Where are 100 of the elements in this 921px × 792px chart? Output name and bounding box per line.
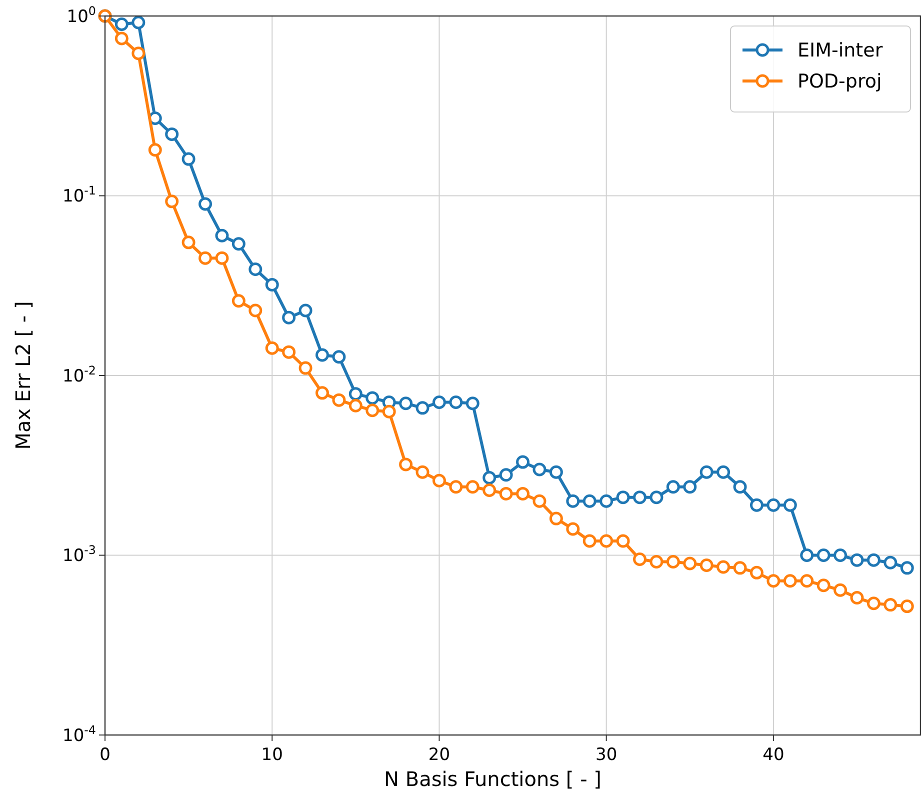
point <box>666 480 680 494</box>
point <box>315 348 329 362</box>
point <box>182 152 196 166</box>
point <box>900 561 914 575</box>
x-tick-label: 0 <box>100 745 110 765</box>
point <box>850 591 864 605</box>
point <box>616 490 630 504</box>
point <box>182 236 196 250</box>
point <box>348 387 362 401</box>
point <box>549 512 563 526</box>
point <box>132 16 146 30</box>
point <box>114 32 128 46</box>
point <box>432 395 446 409</box>
point <box>750 566 764 580</box>
point <box>866 553 880 567</box>
point <box>700 465 714 479</box>
point <box>265 341 279 355</box>
legend-label: EIM-inter <box>798 40 883 62</box>
point <box>733 561 747 575</box>
point <box>382 404 396 418</box>
point <box>633 552 647 566</box>
point <box>783 498 797 512</box>
point <box>700 558 714 572</box>
point <box>850 553 864 567</box>
point <box>366 404 380 418</box>
x-tick-label: 20 <box>428 745 450 765</box>
point <box>165 194 179 208</box>
point <box>633 490 647 504</box>
x-tick-label: 30 <box>596 745 618 765</box>
point <box>816 548 830 562</box>
point <box>666 555 680 569</box>
point <box>816 578 830 592</box>
point <box>600 494 614 508</box>
point <box>616 534 630 548</box>
point <box>282 345 296 359</box>
point <box>834 548 848 562</box>
point <box>900 600 914 614</box>
point <box>416 465 430 479</box>
point <box>198 251 212 265</box>
point <box>215 251 229 265</box>
point <box>532 494 546 508</box>
point <box>298 361 312 375</box>
point <box>549 465 563 479</box>
point <box>332 350 346 364</box>
point <box>282 310 296 324</box>
point <box>866 596 880 610</box>
point <box>148 143 162 157</box>
point <box>466 480 480 494</box>
x-axis-title: N Basis Functions [ - ] <box>384 767 602 791</box>
point <box>114 17 128 31</box>
point <box>516 486 530 500</box>
point <box>232 294 246 308</box>
point <box>766 574 780 588</box>
point <box>399 396 413 410</box>
point <box>432 474 446 488</box>
point <box>198 197 212 211</box>
y-tick-label: 10$^{0}$ <box>66 4 96 27</box>
point <box>750 498 764 512</box>
point <box>499 468 513 482</box>
point <box>716 560 730 574</box>
point <box>482 483 496 497</box>
point <box>516 455 530 469</box>
point <box>215 228 229 242</box>
point <box>265 278 279 292</box>
point <box>582 534 596 548</box>
y-tick-label: 10$^{-2}$ <box>62 363 96 386</box>
point <box>248 262 262 276</box>
legend-label: POD-proj <box>798 70 882 93</box>
point <box>716 465 730 479</box>
point <box>399 458 413 472</box>
point <box>348 398 362 412</box>
point <box>582 494 596 508</box>
point <box>482 470 496 484</box>
point <box>884 556 898 570</box>
point <box>332 393 346 407</box>
y-axis-title: Max Err L2 [ - ] <box>11 301 35 450</box>
point <box>600 534 614 548</box>
point <box>298 304 312 318</box>
point <box>532 462 546 476</box>
point <box>800 574 814 588</box>
point <box>366 391 380 405</box>
point <box>566 522 580 536</box>
point <box>733 480 747 494</box>
point <box>766 498 780 512</box>
point <box>783 574 797 588</box>
point <box>315 386 329 400</box>
point <box>165 127 179 141</box>
point <box>449 395 463 409</box>
point <box>800 548 814 562</box>
y-tick-label: 10$^{-1}$ <box>62 184 96 207</box>
point <box>566 494 580 508</box>
point <box>650 490 664 504</box>
point <box>466 396 480 410</box>
point <box>650 555 664 569</box>
point <box>834 583 848 597</box>
point <box>416 401 430 415</box>
point <box>683 556 697 570</box>
x-tick-label: 10 <box>261 745 283 765</box>
point <box>499 486 513 500</box>
point <box>683 480 697 494</box>
